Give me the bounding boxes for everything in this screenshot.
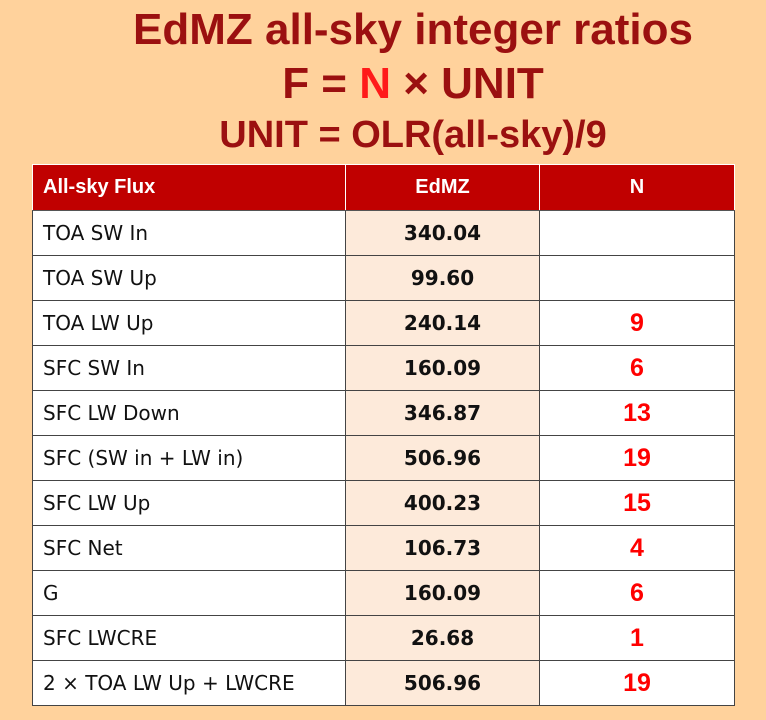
edmz-value: 506.96 (345, 660, 540, 706)
table-row: SFC LW Down 346.87 13 (32, 390, 735, 436)
header-n: N (539, 164, 735, 211)
flux-name: TOA SW Up (32, 255, 346, 301)
n-value: 4 (539, 525, 735, 571)
header-flux: All-sky Flux (32, 164, 346, 211)
flux-name: SFC LWCRE (32, 615, 346, 661)
flux-name: SFC (SW in + LW in) (32, 435, 346, 481)
table-row: SFC Net 106.73 4 (32, 525, 735, 571)
n-value: 13 (539, 390, 735, 436)
formula-line: F = N × UNIT (0, 58, 766, 110)
page-title: EdMZ all-sky integer ratios (133, 5, 693, 54)
formula-right: × UNIT (391, 59, 544, 108)
edmz-value: 106.73 (345, 525, 540, 571)
flux-name: TOA SW In (32, 210, 346, 256)
header-edmz: EdMZ (345, 164, 540, 211)
flux-name: SFC LW Down (32, 390, 346, 436)
table-row: SFC LWCRE 26.68 1 (32, 615, 735, 661)
flux-name: SFC SW In (32, 345, 346, 391)
table-row: SFC (SW in + LW in) 506.96 19 (32, 435, 735, 481)
table-header-row: All-sky Flux EdMZ N (32, 164, 735, 211)
n-value: 1 (539, 615, 735, 661)
edmz-value: 240.14 (345, 300, 540, 346)
edmz-value: 506.96 (345, 435, 540, 481)
table-row: G 160.09 6 (32, 570, 735, 616)
table-row: TOA SW Up 99.60 (32, 255, 735, 301)
n-value: 6 (539, 345, 735, 391)
edmz-value: 400.23 (345, 480, 540, 526)
flux-name: G (32, 570, 346, 616)
unit-definition: UNIT = OLR(all-sky)/9 (219, 114, 607, 156)
n-value: 19 (539, 435, 735, 481)
table-row: TOA LW Up 240.14 9 (32, 300, 735, 346)
flux-table: All-sky Flux EdMZ N TOA SW In 340.04 TOA… (32, 164, 735, 706)
n-value: 19 (539, 660, 735, 706)
edmz-value: 340.04 (345, 210, 540, 256)
edmz-value: 160.09 (345, 345, 540, 391)
edmz-value: 99.60 (345, 255, 540, 301)
flux-name: TOA LW Up (32, 300, 346, 346)
n-value (539, 255, 735, 301)
flux-name: SFC Net (32, 525, 346, 571)
formula-left: F = (282, 59, 360, 108)
n-value: 15 (539, 480, 735, 526)
flux-name: 2 × TOA LW Up + LWCRE (32, 660, 346, 706)
table-row: SFC SW In 160.09 6 (32, 345, 735, 391)
formula-n: N (359, 59, 391, 108)
n-value: 6 (539, 570, 735, 616)
n-value: 9 (539, 300, 735, 346)
flux-name: SFC LW Up (32, 480, 346, 526)
edmz-value: 160.09 (345, 570, 540, 616)
table-row: 2 × TOA LW Up + LWCRE 506.96 19 (32, 660, 735, 706)
edmz-value: 26.68 (345, 615, 540, 661)
table-row: TOA SW In 340.04 (32, 210, 735, 256)
table-row: SFC LW Up 400.23 15 (32, 480, 735, 526)
edmz-value: 346.87 (345, 390, 540, 436)
n-value (539, 210, 735, 256)
